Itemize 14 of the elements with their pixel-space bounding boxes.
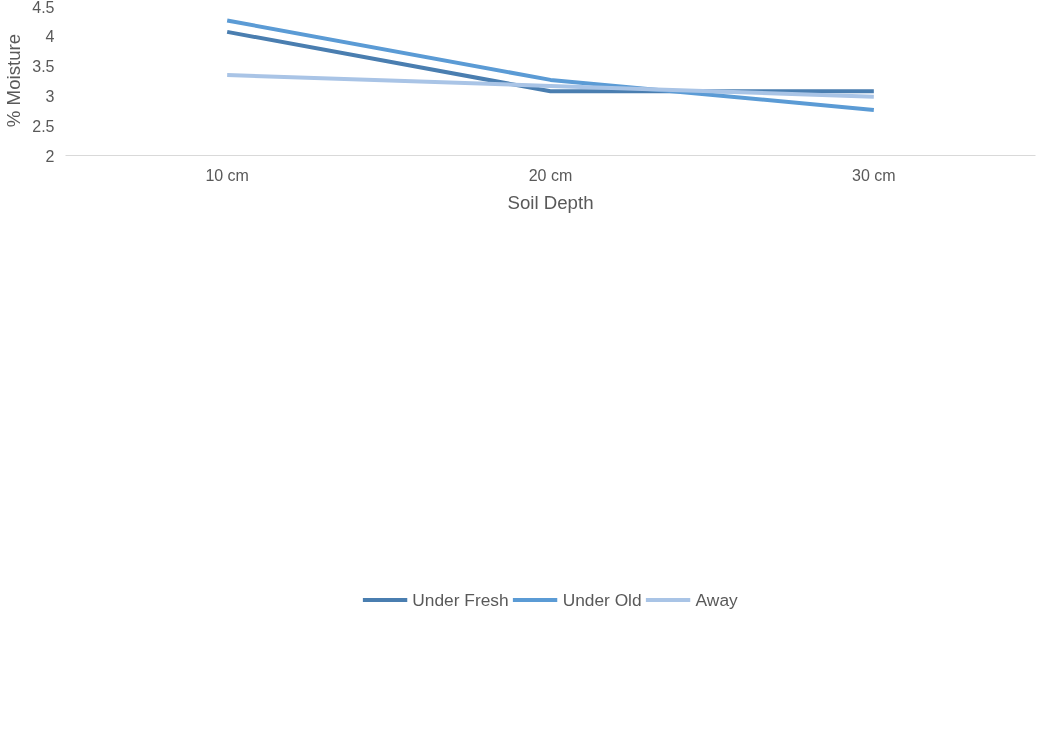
y-tick-label: 2.5: [32, 117, 55, 135]
x-tick-label: 20 cm: [528, 166, 573, 184]
y-tick-label: 2: [45, 147, 55, 165]
legend-label: Away: [695, 589, 738, 611]
y-tick-label: 4: [45, 27, 55, 45]
y-tick-label: 3: [45, 87, 55, 105]
y-tick-label: 3.5: [32, 57, 55, 75]
y-axis-title: % Moisture: [3, 33, 25, 128]
y-tick-label: 4.5: [32, 0, 55, 16]
legend-label: Under Old: [562, 589, 642, 611]
x-tick-label: 30 cm: [852, 166, 896, 184]
legend-label: Under Fresh: [412, 589, 509, 611]
x-axis-title: Soil Depth: [507, 191, 594, 213]
x-tick-label: 10 cm: [205, 166, 249, 184]
